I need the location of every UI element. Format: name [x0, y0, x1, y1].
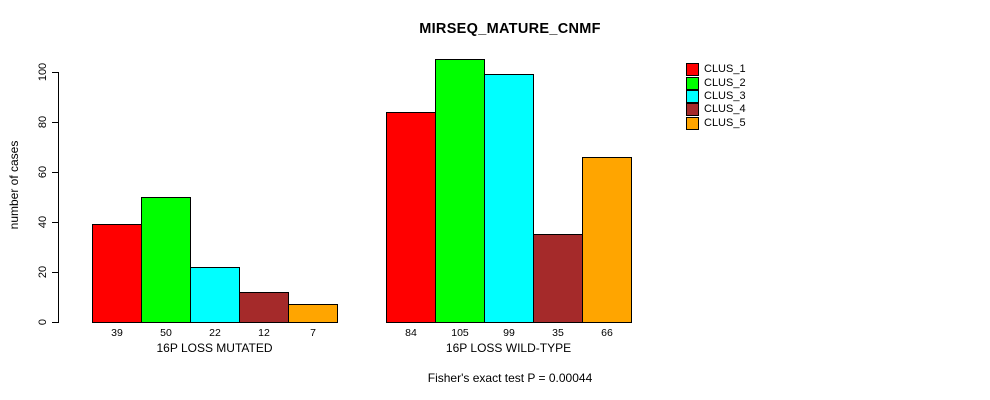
bar-value-label: 12 — [258, 327, 270, 339]
legend-swatch-clus_4 — [686, 103, 699, 117]
bar-clus_5-group1 — [288, 304, 338, 323]
bar-value-label: 22 — [209, 327, 221, 339]
y-tick-mark — [52, 122, 58, 123]
legend-item-clus_3: CLUS_3 — [686, 89, 746, 103]
legend-label: CLUS_5 — [704, 116, 746, 129]
legend-label: CLUS_1 — [704, 63, 746, 76]
y-tick-mark — [52, 272, 58, 273]
bar-clus_3-group2 — [484, 74, 534, 323]
y-tick-mark — [52, 222, 58, 223]
fisher-test-annotation: Fisher's exact test P = 0.00044 — [427, 371, 593, 385]
bar-value-label: 99 — [503, 327, 515, 339]
bar-value-label: 50 — [160, 327, 172, 339]
bar-value-label: 39 — [111, 327, 123, 339]
bar-value-label: 105 — [451, 327, 469, 339]
legend-label: CLUS_2 — [704, 76, 746, 89]
bar-clus_1-group1 — [92, 224, 142, 323]
bar-value-label: 7 — [310, 327, 316, 339]
bar-clus_3-group1 — [190, 267, 240, 323]
legend-item-clus_1: CLUS_1 — [686, 63, 746, 77]
group-label-2: 16P LOSS WILD-TYPE — [445, 341, 572, 355]
bar-clus_4-group2 — [533, 234, 583, 323]
legend-swatch-clus_5 — [686, 116, 699, 130]
chart-title: MIRSEQ_MATURE_CNMF — [419, 21, 601, 37]
y-tick-label: 60 — [37, 165, 49, 179]
y-tick-mark — [52, 322, 58, 323]
legend-item-clus_5: CLUS_5 — [686, 116, 746, 130]
legend-swatch-clus_3 — [686, 89, 699, 103]
y-tick-label: 40 — [37, 215, 49, 229]
legend-swatch-clus_1 — [686, 63, 699, 77]
legend-swatch-clus_2 — [686, 76, 699, 90]
bar-clus_1-group2 — [386, 112, 436, 323]
bar-clus_4-group1 — [239, 292, 289, 323]
legend-label: CLUS_3 — [704, 89, 746, 102]
y-tick-label: 20 — [37, 265, 49, 279]
bar-clus_2-group1 — [141, 197, 191, 323]
y-tick-label: 0 — [37, 318, 49, 326]
legend-label: CLUS_4 — [704, 103, 746, 116]
bar-value-label: 84 — [405, 327, 417, 339]
y-tick-mark — [52, 172, 58, 173]
group-label-1: 16P LOSS MUTATED — [156, 341, 273, 355]
bar-value-label: 35 — [552, 327, 564, 339]
legend-item-clus_4: CLUS_4 — [686, 103, 746, 117]
y-tick-label: 80 — [37, 115, 49, 129]
y-axis-line — [58, 72, 59, 323]
y-tick-label: 100 — [37, 62, 49, 82]
y-tick-mark — [52, 72, 58, 73]
bar-value-label: 66 — [601, 327, 613, 339]
legend: CLUS_1 CLUS_2 CLUS_3 CLUS_4 CLUS_5 — [686, 63, 746, 130]
bar-clus_2-group2 — [435, 59, 485, 323]
bar-clus_5-group2 — [582, 157, 632, 323]
legend-item-clus_2: CLUS_2 — [686, 76, 746, 90]
